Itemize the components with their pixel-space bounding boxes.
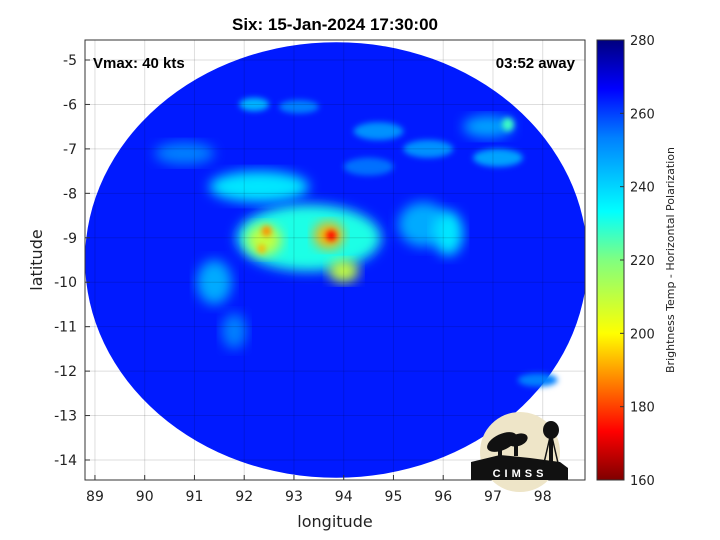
vmax-annotation: Vmax: 40 kts <box>93 55 185 72</box>
tick-layer: 89 90 91 92 93 94 95 96 97 98 -5 -6 -7 -8 -9 -10 -11 -12 -… <box>54 53 552 505</box>
colorbar-ramp <box>596 39 625 481</box>
y-tick-label: -13 <box>54 409 77 425</box>
swath-layer <box>85 42 585 478</box>
plot-frame <box>84 39 586 481</box>
convection-cell <box>328 260 359 283</box>
y-tick-label: -10 <box>54 275 77 291</box>
y-tick-label: -12 <box>54 364 77 380</box>
x-tick-label: 90 <box>136 489 154 505</box>
convection-cell <box>257 244 266 254</box>
convection-cell <box>403 140 454 158</box>
y-tick-label: -9 <box>63 231 77 247</box>
x-axis-label: longitude <box>297 512 372 531</box>
colorbar-tick-label: 260 <box>630 107 655 122</box>
cimss-logo: CIMSS <box>471 412 568 492</box>
x-tick-label: 97 <box>484 489 502 505</box>
convection-cell <box>221 313 247 349</box>
convection-cell <box>326 230 337 241</box>
x-tick-label: 95 <box>385 489 403 505</box>
x-tick-label: 91 <box>186 489 204 505</box>
time-offset-annotation: 03:52 away <box>496 55 576 72</box>
x-tick-label: 89 <box>86 489 104 505</box>
logo-text: CIMSS <box>493 468 548 480</box>
y-tick-label: -5 <box>63 53 77 69</box>
colorbar-tick-label: 240 <box>630 181 655 196</box>
convection-features <box>154 97 558 387</box>
convection-cell <box>343 157 394 176</box>
water-tower-icon <box>543 421 559 464</box>
y-axis-label: latitude <box>27 229 46 290</box>
convection-cell <box>463 115 513 138</box>
convection-cell <box>517 373 558 387</box>
convection-cell <box>433 211 464 256</box>
convection-cell <box>353 122 404 140</box>
x-tick-label: 96 <box>434 489 452 505</box>
convection-cell <box>261 225 272 237</box>
x-tick-label: 98 <box>534 489 552 505</box>
x-tick-label: 93 <box>285 489 303 505</box>
convection-cell <box>154 142 215 165</box>
x-tick-label: 94 <box>335 489 353 505</box>
x-tick-label: 92 <box>235 489 253 505</box>
y-tick-label: -14 <box>54 453 77 469</box>
y-tick-label: -6 <box>63 97 77 113</box>
convection-cell <box>236 204 382 272</box>
chart-title: Six: 15-Jan-2024 17:30:00 <box>232 15 438 34</box>
colorbar-label: Brightness Temp - Horizontal Polarizatio… <box>664 147 677 373</box>
y-tick-label: -7 <box>63 142 77 158</box>
satellite-dish-icon <box>487 432 528 457</box>
colorbar-tick-label: 280 <box>630 34 655 49</box>
convection-cell <box>209 171 309 203</box>
plot-area: 89 90 91 92 93 94 95 96 97 98 -5 -6 -7 -8 -9 -10 -11 -12 -… <box>54 39 586 505</box>
colorbar-tick-label: 220 <box>630 254 655 269</box>
colorbar-tick-label: 200 <box>630 327 655 342</box>
convection-cell <box>246 224 282 256</box>
convection-cell <box>239 97 270 112</box>
colorbar-tick-label: 160 <box>630 474 655 489</box>
convection-cell <box>501 117 514 132</box>
y-tick-label: -11 <box>54 320 77 336</box>
convection-cell <box>473 148 523 167</box>
convection-cell <box>196 260 232 305</box>
convection-cell <box>279 100 319 114</box>
colorbar-ticks: 280 260 240 220 200 180 160 <box>620 34 655 489</box>
colorbar-tick-label: 180 <box>630 401 655 416</box>
colorbar: 280 260 240 220 200 180 160 Brightness Temp - … <box>596 34 677 489</box>
y-tick-label: -8 <box>63 186 77 202</box>
